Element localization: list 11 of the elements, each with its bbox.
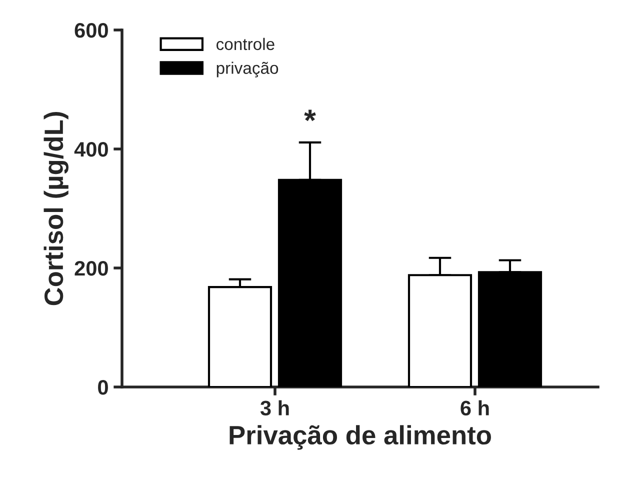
- x-tick-label: 3 h: [260, 400, 289, 416]
- y-tick-label: 200: [74, 261, 108, 276]
- x-tick-label: 6 h: [460, 400, 489, 416]
- legend-label: controle: [216, 38, 274, 50]
- y-tick-label: 400: [74, 142, 108, 157]
- x-axis-title: Privação de alimento: [230, 425, 491, 450]
- annotation: *: [304, 110, 316, 122]
- y-tick-label: 0: [98, 380, 108, 395]
- y-axis-title: Cortisol (µg/dL): [44, 112, 68, 306]
- y-tick-label: 600: [74, 23, 108, 38]
- legend-label: privação: [216, 62, 278, 78]
